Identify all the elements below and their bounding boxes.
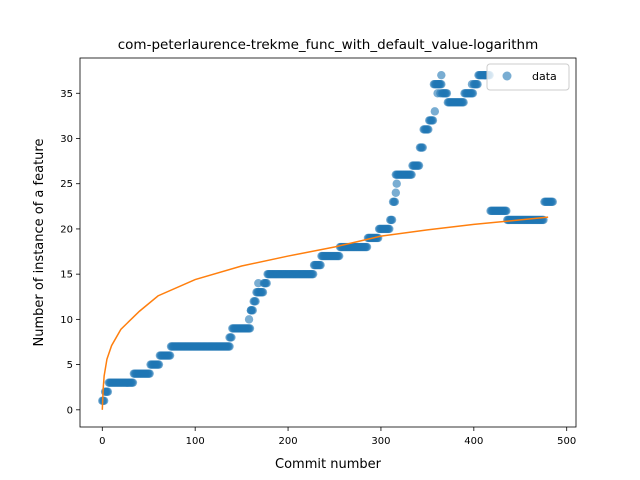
data-point — [428, 116, 438, 125]
y-axis-label: Number of instance of a feature — [32, 139, 47, 347]
x-axis-ticks: 0 100 200 300 400 500 — [99, 427, 576, 447]
y-axis-ticks: 0 5 10 15 20 25 30 35 — [60, 89, 80, 416]
legend-marker-data — [502, 71, 512, 81]
data-point — [387, 215, 397, 225]
data-point — [390, 197, 400, 206]
data-point — [418, 143, 427, 152]
data-point — [262, 279, 271, 288]
x-axis-label: Commit number — [275, 457, 382, 472]
legend-label-data: data — [532, 70, 557, 83]
data-point — [424, 125, 433, 134]
data-point — [244, 315, 254, 324]
data-point — [128, 378, 138, 387]
data-point — [430, 107, 440, 116]
y-tick-label: 20 — [60, 224, 73, 235]
x-tick-label: 500 — [557, 436, 576, 447]
data-points — [98, 70, 557, 405]
data-point — [308, 269, 318, 279]
x-tick-label: 400 — [464, 436, 483, 447]
y-tick-label: 25 — [60, 179, 73, 190]
data-point — [434, 80, 443, 89]
data-point — [459, 98, 468, 107]
x-tick-label: 100 — [186, 436, 205, 447]
y-tick-label: 35 — [60, 89, 73, 100]
data-point — [103, 387, 113, 396]
data-point — [442, 89, 452, 98]
fit-curve — [101, 216, 549, 410]
data-point — [154, 360, 164, 369]
plot-frame — [79, 57, 577, 428]
data-point — [362, 242, 372, 252]
data-point — [225, 333, 234, 342]
data-point — [392, 179, 401, 188]
y-tick-label: 15 — [60, 270, 73, 281]
x-tick-label: 200 — [279, 436, 298, 447]
data-point — [99, 396, 109, 405]
data-point — [437, 70, 446, 80]
data-point — [548, 197, 557, 206]
legend-box — [486, 63, 570, 91]
y-tick-label: 30 — [60, 134, 73, 145]
data-point — [246, 306, 256, 315]
data-point — [316, 260, 325, 270]
data-point — [165, 351, 175, 360]
data-point — [414, 161, 424, 170]
x-tick-label: 300 — [371, 436, 390, 447]
x-tick-label: 0 — [99, 436, 105, 447]
data-point — [145, 369, 154, 378]
legend: data — [486, 63, 570, 91]
data-point — [245, 324, 255, 333]
plot-background — [80, 58, 576, 427]
data-point — [258, 288, 268, 297]
y-tick-label: 5 — [67, 360, 73, 371]
data-point — [391, 188, 401, 197]
plot-area — [79, 57, 577, 428]
data-point — [436, 89, 445, 98]
data-point — [407, 170, 416, 179]
data-point — [254, 279, 263, 288]
data-point — [467, 80, 477, 89]
data-point — [334, 251, 344, 261]
chart-title: com-peterlaurence-trekme_func_with_defau… — [118, 37, 538, 53]
data-point — [468, 89, 478, 98]
data-point — [251, 297, 260, 306]
y-tick-label: 10 — [60, 315, 73, 326]
data-point — [385, 224, 394, 234]
y-tick-label: 0 — [67, 405, 73, 416]
data-point — [225, 342, 234, 351]
data-point — [502, 206, 511, 216]
